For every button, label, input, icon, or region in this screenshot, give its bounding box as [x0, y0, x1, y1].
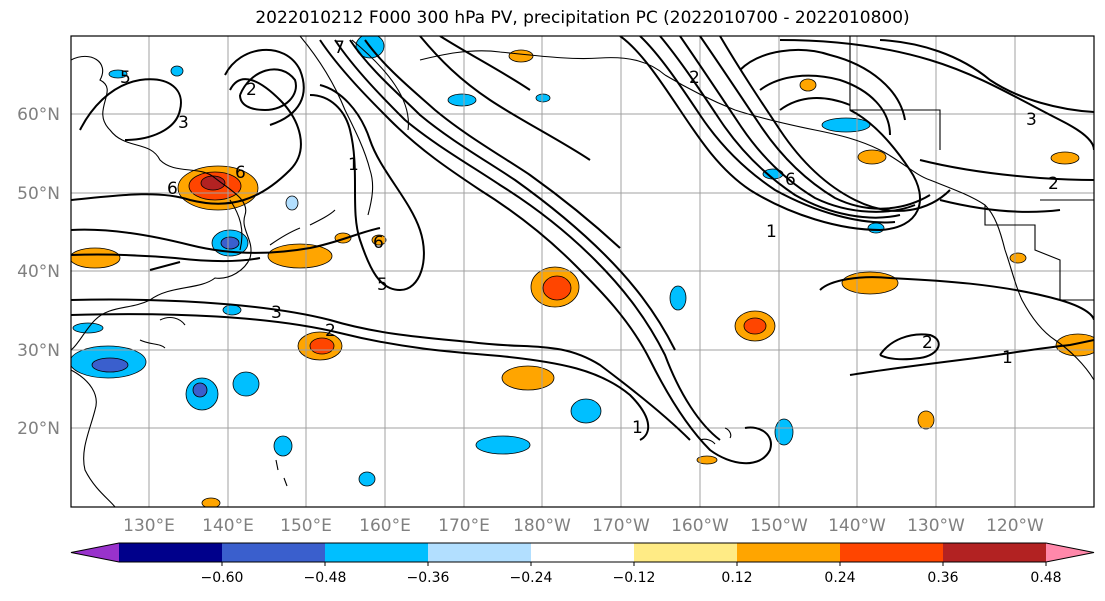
contour-label: 6 — [373, 233, 384, 253]
lon-label: 160°E — [359, 516, 411, 536]
colorbar-segment — [737, 543, 841, 562]
colorbar-segment — [428, 543, 532, 562]
colorbar-segment — [531, 543, 635, 562]
contour-label: 1 — [632, 418, 643, 438]
contour-labels: 6 6 3 2 1 1 2 1 2 7 5 3 2 6 2 5 3 6 1 — [120, 38, 1059, 438]
colorbar-tick-label: −0.12 — [613, 570, 656, 586]
lat-label: 60°N — [17, 105, 60, 125]
lon-label: 160°W — [671, 516, 729, 536]
colorbar-tick-label: −0.24 — [510, 570, 553, 586]
colorbar-outline — [70, 542, 1095, 563]
colorbar-tick-label: 0.36 — [927, 570, 958, 586]
colorbar-tick-label: 0.48 — [1030, 570, 1061, 586]
colorbar-tick-label: −0.60 — [201, 570, 244, 586]
colorbar-segment — [840, 543, 944, 562]
lat-label: 20°N — [17, 419, 60, 439]
colorbar-extend-low — [71, 543, 119, 562]
contour-label: 5 — [377, 275, 388, 295]
lon-label: 180°W — [513, 516, 571, 536]
contour-label: 1 — [348, 155, 359, 175]
contour-label: 3 — [178, 113, 189, 133]
contour-label: 3 — [271, 303, 282, 323]
lat-label: 30°N — [17, 341, 60, 361]
colorbar-tick-label: 0.24 — [824, 570, 855, 586]
contour-label: 2 — [246, 80, 257, 100]
lon-labels: 130°E 140°E 150°E 160°E 170°E 180°W 170°… — [123, 516, 1044, 536]
colorbar-segment — [222, 543, 326, 562]
contour-label: 2 — [922, 333, 933, 353]
lat-label: 40°N — [17, 262, 60, 282]
lon-label: 140°E — [202, 516, 254, 536]
lon-label: 150°E — [280, 516, 332, 536]
colorbar-tick-label: 0.12 — [721, 570, 752, 586]
lat-labels: 60°N 50°N 40°N 30°N 20°N — [17, 105, 60, 439]
lon-label: 170°E — [438, 516, 490, 536]
colorbar-segment — [119, 543, 223, 562]
contour-label: 2 — [1048, 174, 1059, 194]
colorbar: −0.60 −0.48 −0.36 −0.24 −0.12 0.12 0.24 0.36 0.4… — [70, 542, 1095, 586]
contour-label: 6 — [235, 163, 246, 183]
lon-label: 130°E — [123, 516, 175, 536]
colorbar-segment — [325, 543, 429, 562]
coastlines — [71, 36, 1094, 507]
contour-label: 1 — [766, 222, 777, 242]
map-title: 2022010212 F000 300 hPa PV, precipitatio… — [255, 8, 910, 28]
colorbar-tick-label: −0.48 — [304, 570, 347, 586]
pv-contours — [71, 36, 1094, 465]
colorbar-segment — [634, 543, 738, 562]
contour-label: 3 — [1026, 110, 1037, 130]
lon-label: 130°W — [907, 516, 965, 536]
contour-label: 6 — [167, 179, 178, 199]
colorbar-segment — [943, 543, 1047, 562]
contour-label: 2 — [689, 68, 700, 88]
lon-label: 150°W — [750, 516, 808, 536]
lat-label: 50°N — [17, 184, 60, 204]
lon-label: 140°W — [828, 516, 886, 536]
lon-label: 120°W — [986, 516, 1044, 536]
contour-label: 2 — [325, 321, 336, 341]
gridlines — [71, 36, 1094, 507]
contour-label: 5 — [120, 68, 131, 88]
lon-label: 170°W — [592, 516, 650, 536]
contour-label: 7 — [334, 38, 345, 58]
colorbar-extend-high — [1046, 543, 1094, 562]
colorbar-tick-label: −0.36 — [407, 570, 450, 586]
map-frame — [70, 35, 1095, 508]
contour-label: 6 — [785, 170, 796, 190]
contour-label: 1 — [1002, 348, 1013, 368]
